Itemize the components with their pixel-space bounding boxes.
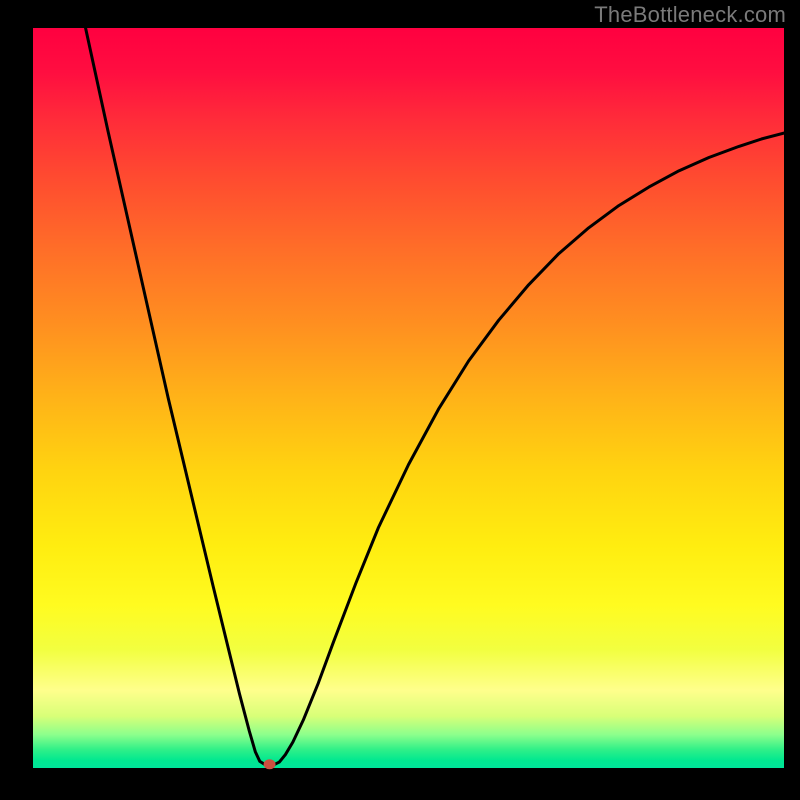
chart-container: { "watermark": { "text": "TheBottleneck.… bbox=[0, 0, 800, 800]
watermark-text: TheBottleneck.com bbox=[594, 2, 786, 28]
minimum-marker bbox=[264, 759, 276, 769]
plot-background bbox=[33, 28, 784, 768]
chart-svg bbox=[0, 0, 800, 800]
